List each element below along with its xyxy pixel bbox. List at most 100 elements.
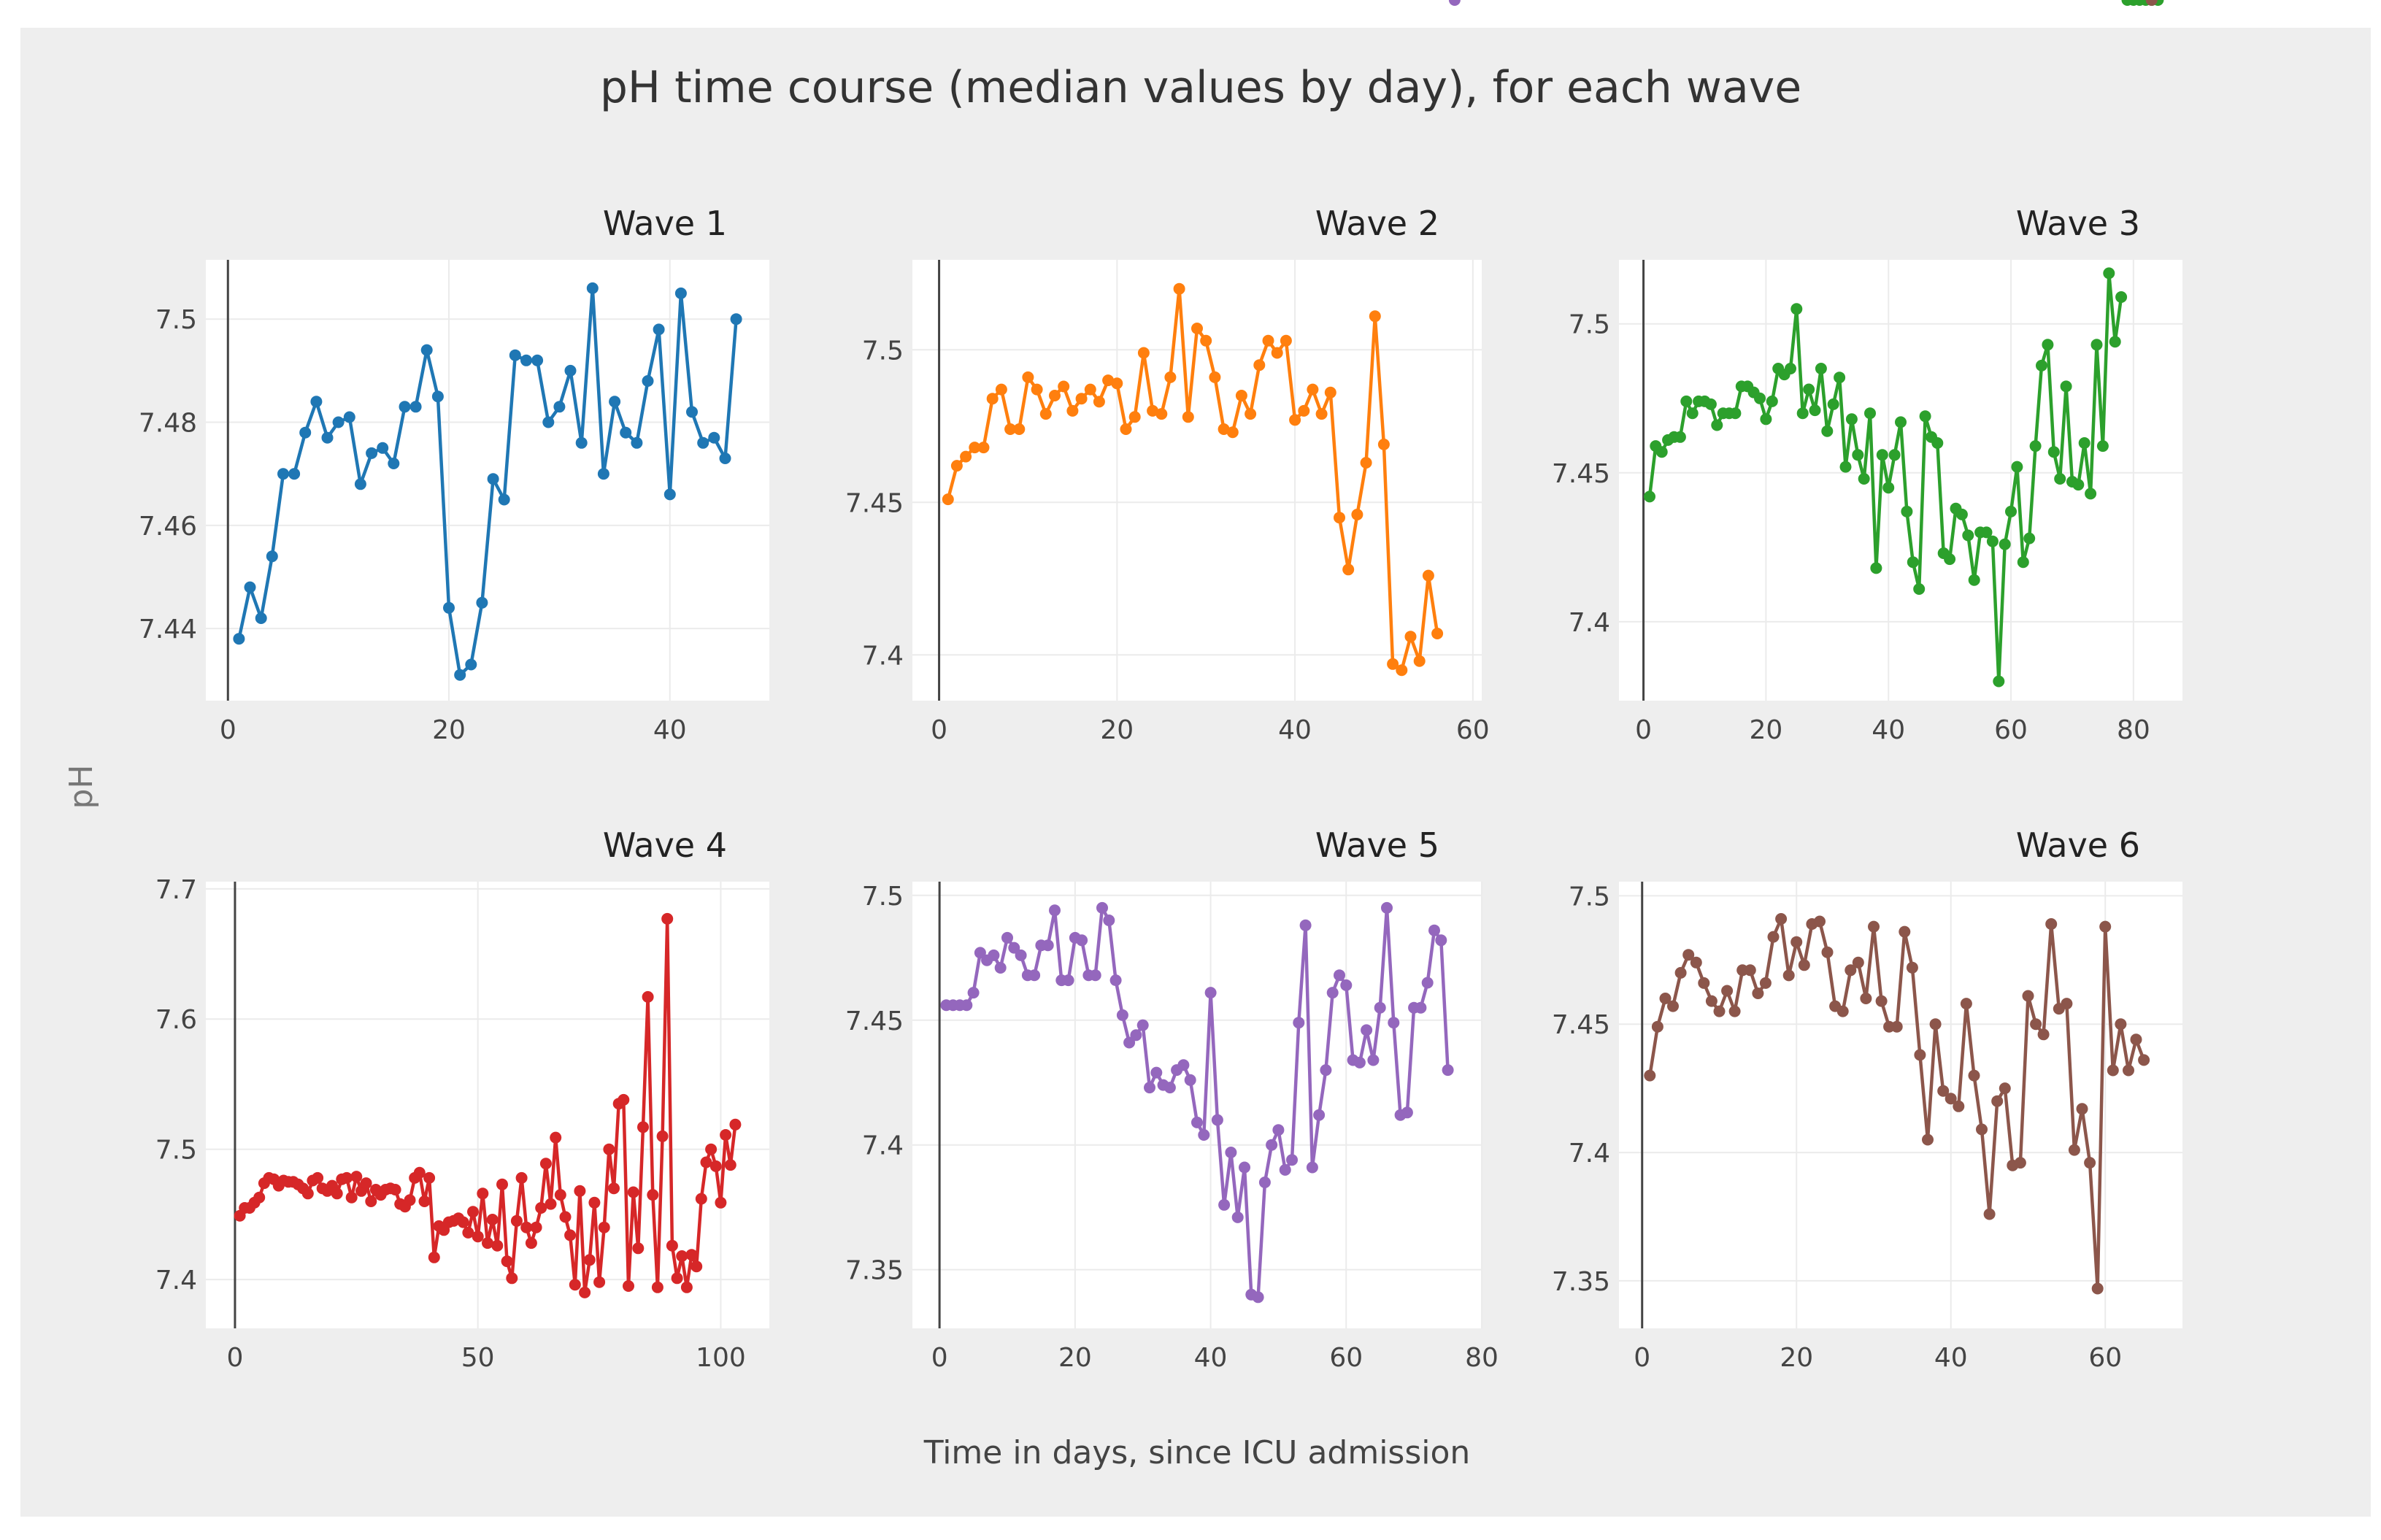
data-point-wave-4[interactable] <box>729 1118 742 1131</box>
data-point-wave-4[interactable] <box>623 1280 634 1292</box>
data-point-wave-2[interactable] <box>1084 383 1096 396</box>
data-point-wave-5[interactable] <box>1076 934 1088 947</box>
data-point-wave-6[interactable] <box>1698 977 1710 989</box>
data-point-wave-5[interactable] <box>1028 969 1041 982</box>
data-point-wave-3[interactable] <box>2005 505 2017 517</box>
data-point-wave-6[interactable] <box>1983 1208 1996 1220</box>
data-point-wave-1[interactable] <box>520 354 532 366</box>
data-point-wave-5[interactable] <box>1144 1082 1155 1094</box>
data-point-wave-3[interactable] <box>1993 675 2005 688</box>
data-point-wave-6[interactable] <box>1991 1095 2004 1107</box>
data-point-wave-4[interactable] <box>550 1131 562 1144</box>
data-point-wave-6[interactable] <box>1674 966 1687 979</box>
data-point-wave-6[interactable] <box>2145 0 2158 6</box>
data-point-wave-5[interactable] <box>974 947 986 959</box>
data-point-wave-3[interactable] <box>1674 431 1686 443</box>
data-point-wave-1[interactable] <box>642 375 654 387</box>
data-point-wave-2[interactable] <box>995 383 1007 396</box>
data-point-wave-3[interactable] <box>2023 532 2036 544</box>
data-point-wave-3[interactable] <box>1729 407 1742 420</box>
data-point-wave-5[interactable] <box>1334 969 1345 982</box>
data-point-wave-6[interactable] <box>1868 920 1880 933</box>
data-point-wave-6[interactable] <box>2068 1144 2080 1156</box>
data-point-wave-2[interactable] <box>1218 423 1230 435</box>
data-point-wave-4[interactable] <box>680 1281 693 1293</box>
data-point-wave-4[interactable] <box>656 1130 669 1142</box>
data-point-wave-4[interactable] <box>360 1177 372 1190</box>
data-point-wave-2[interactable] <box>1315 408 1328 420</box>
data-point-wave-6[interactable] <box>1651 1020 1663 1033</box>
data-point-wave-4[interactable] <box>457 1216 469 1228</box>
data-point-wave-1[interactable] <box>354 478 366 490</box>
data-point-wave-1[interactable] <box>719 453 731 464</box>
data-point-wave-2[interactable] <box>1039 408 1052 420</box>
data-point-wave-1[interactable] <box>708 431 720 444</box>
data-point-wave-2[interactable] <box>1280 334 1292 347</box>
data-point-wave-4[interactable] <box>477 1187 489 1200</box>
data-point-wave-2[interactable] <box>1253 359 1266 371</box>
data-point-wave-5[interactable] <box>1279 1163 1291 1176</box>
data-point-wave-6[interactable] <box>1852 956 1864 969</box>
data-point-wave-6[interactable] <box>1798 959 1810 971</box>
data-point-wave-2[interactable] <box>1013 423 1026 435</box>
data-point-wave-2[interactable] <box>969 442 981 454</box>
data-point-wave-5[interactable] <box>1266 1139 1278 1151</box>
data-point-wave-6[interactable] <box>2115 1018 2127 1031</box>
data-point-wave-6[interactable] <box>1906 961 1918 974</box>
data-point-wave-3[interactable] <box>2096 440 2109 453</box>
data-point-wave-3[interactable] <box>1931 437 1944 449</box>
data-point-wave-6[interactable] <box>1682 949 1695 961</box>
data-point-wave-3[interactable] <box>1711 419 1723 431</box>
data-point-wave-4[interactable] <box>608 1182 620 1195</box>
data-point-wave-5[interactable] <box>1388 1017 1400 1029</box>
data-point-wave-2[interactable] <box>986 393 999 405</box>
data-point-wave-4[interactable] <box>530 1221 542 1233</box>
data-point-wave-4[interactable] <box>350 1171 363 1183</box>
data-point-wave-5[interactable] <box>1239 1161 1250 1174</box>
data-point-wave-1[interactable] <box>321 431 334 444</box>
data-point-wave-6[interactable] <box>1728 1005 1741 1017</box>
data-point-wave-1[interactable] <box>631 436 643 449</box>
data-point-wave-1[interactable] <box>575 436 588 449</box>
data-point-wave-4[interactable] <box>253 1191 266 1204</box>
data-point-wave-1[interactable] <box>255 612 267 624</box>
data-point-wave-2[interactable] <box>950 460 963 472</box>
data-point-wave-1[interactable] <box>409 401 422 413</box>
data-point-wave-4[interactable] <box>365 1196 377 1207</box>
data-point-wave-5[interactable] <box>1326 987 1339 999</box>
data-point-wave-4[interactable] <box>651 1281 663 1293</box>
data-point-wave-2[interactable] <box>1209 371 1221 383</box>
data-point-wave-3[interactable] <box>2078 437 2090 449</box>
data-point-wave-5[interactable] <box>1089 969 1101 982</box>
data-point-wave-3[interactable] <box>2017 556 2029 569</box>
data-point-wave-4[interactable] <box>559 1211 572 1223</box>
data-point-wave-1[interactable] <box>564 364 577 377</box>
data-point-wave-1[interactable] <box>597 468 609 480</box>
data-point-wave-5[interactable] <box>994 962 1007 974</box>
data-point-wave-4[interactable] <box>647 1189 659 1201</box>
data-point-wave-5[interactable] <box>961 999 973 1012</box>
data-point-wave-5[interactable] <box>1150 1066 1163 1079</box>
data-point-wave-1[interactable] <box>310 396 323 408</box>
data-point-wave-1[interactable] <box>266 550 278 563</box>
data-point-wave-2[interactable] <box>1058 380 1070 393</box>
data-point-wave-2[interactable] <box>1066 404 1079 417</box>
data-point-wave-2[interactable] <box>1351 509 1363 520</box>
data-point-wave-4[interactable] <box>501 1255 513 1268</box>
data-point-wave-5[interactable] <box>1313 1109 1326 1121</box>
data-point-wave-1[interactable] <box>343 411 355 423</box>
data-point-wave-3[interactable] <box>1686 407 1699 420</box>
data-point-wave-5[interactable] <box>1293 1017 1305 1029</box>
data-point-wave-5[interactable] <box>1042 939 1054 952</box>
data-point-wave-6[interactable] <box>1713 1005 1726 1017</box>
data-point-wave-6[interactable] <box>1922 1133 1934 1146</box>
data-point-wave-3[interactable] <box>1895 416 1907 428</box>
data-point-wave-3[interactable] <box>1785 363 1796 374</box>
data-point-wave-6[interactable] <box>1836 1005 1849 1017</box>
data-point-wave-2[interactable] <box>1191 323 1203 334</box>
data-point-wave-3[interactable] <box>1962 529 1974 542</box>
data-point-wave-3[interactable] <box>1827 398 1839 410</box>
data-point-wave-5[interactable] <box>1062 974 1074 987</box>
data-point-wave-2[interactable] <box>1200 334 1212 347</box>
data-point-wave-5[interactable] <box>1049 904 1061 917</box>
